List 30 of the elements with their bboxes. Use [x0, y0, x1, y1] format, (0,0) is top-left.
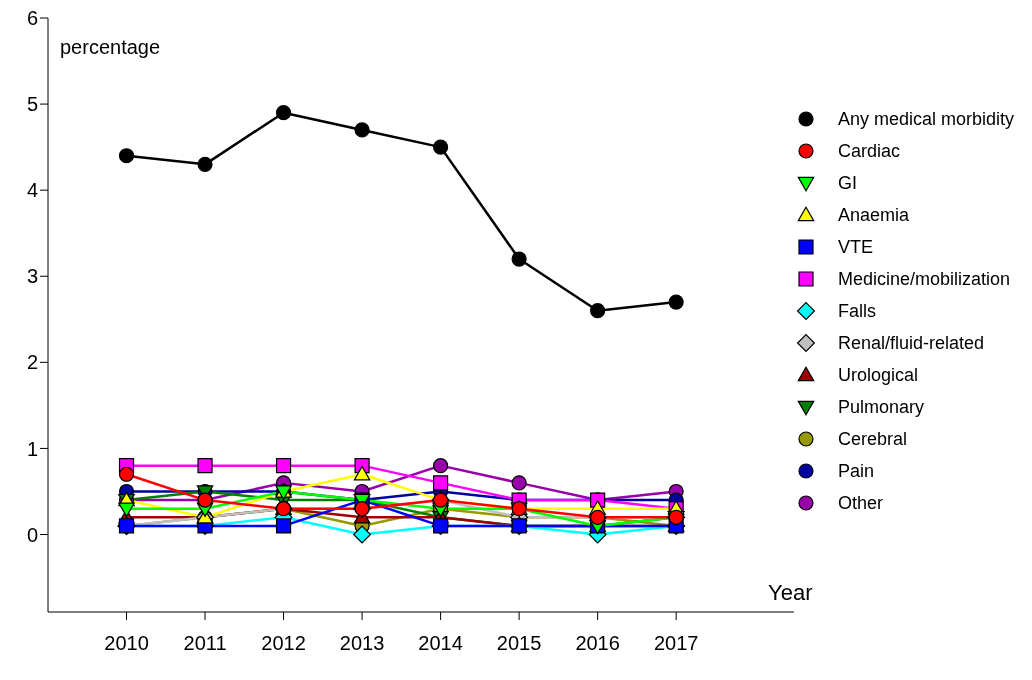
legend-label: Falls — [837, 300, 876, 322]
legend-label: Any medical morbidity — [837, 108, 1014, 130]
legend-label: Pulmonary — [837, 396, 924, 418]
legend-label: Cardiac — [837, 140, 900, 162]
legend-label: Medicine/mobilization — [837, 268, 1011, 290]
y-tick-label: 0 — [26, 523, 38, 546]
x-tick-label: 2017 — [653, 632, 699, 655]
y-tick-label: 3 — [26, 265, 38, 288]
y-tick-label: 5 — [26, 93, 38, 116]
x-tick-label: 2014 — [418, 632, 463, 655]
x-tick-label: 2016 — [575, 632, 620, 655]
y-axis-title: percentage — [60, 36, 161, 59]
x-tick-label: 2011 — [183, 632, 227, 655]
y-tick-label: 6 — [26, 7, 38, 30]
legend-label: Anaemia — [837, 204, 909, 226]
legend-label: Renal/fluid-related — [837, 332, 985, 354]
legend-label: Pain — [837, 460, 874, 482]
x-tick-label: 2010 — [104, 632, 149, 655]
x-axis-title: Year — [768, 580, 813, 606]
legend-label: Urological — [837, 364, 918, 386]
x-tick-label: 2012 — [261, 632, 306, 655]
legend-label: Other — [837, 492, 883, 514]
y-tick-label: 2 — [26, 351, 38, 374]
x-tick-label: 2015 — [496, 632, 542, 655]
x-tick-label: 2013 — [339, 632, 385, 655]
legend-label: Cerebral — [837, 428, 907, 450]
legend-label: VTE — [837, 236, 873, 258]
y-tick-label: 1 — [26, 437, 38, 460]
legend-label: GI — [837, 172, 857, 194]
y-tick-label: 4 — [26, 179, 38, 202]
